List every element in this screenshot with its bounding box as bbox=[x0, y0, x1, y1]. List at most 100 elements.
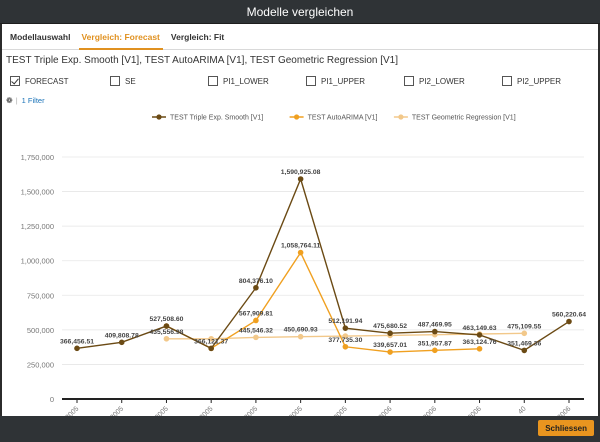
checkbox-pi1-lower-label: PI1_LOWER bbox=[223, 76, 269, 86]
checkbox-pi2-upper[interactable]: PI2_UPPER bbox=[502, 76, 561, 86]
data-label: 377,735.30 bbox=[328, 337, 362, 344]
tab-bar: Modellauswahl Vergleich: Forecast Vergle… bbox=[2, 24, 598, 50]
data-label: 487,469.95 bbox=[418, 322, 452, 329]
data-point bbox=[74, 345, 80, 352]
filter-bar: ❁ | 1 Filter bbox=[6, 96, 45, 105]
data-point bbox=[208, 335, 214, 342]
x-tick-label: 1-2006 bbox=[373, 405, 393, 416]
data-label: 450,690.93 bbox=[284, 327, 318, 334]
checkbox-pi2-upper-label: PI2_UPPER bbox=[517, 76, 562, 86]
data-label: 560,220.64 bbox=[552, 312, 586, 319]
data-point bbox=[432, 347, 438, 354]
checkbox-pi2-lower-box[interactable] bbox=[404, 76, 414, 86]
data-point bbox=[342, 333, 349, 339]
tab-modellauswahl[interactable]: Modellauswahl bbox=[10, 32, 71, 42]
data-label: 1,058,764.11 bbox=[281, 243, 321, 250]
legend-marker bbox=[398, 114, 404, 120]
filter-gear-icon[interactable]: ❁ bbox=[6, 96, 13, 105]
data-label: 804,376.10 bbox=[239, 278, 273, 285]
data-point bbox=[521, 347, 528, 354]
data-point bbox=[118, 339, 125, 346]
data-point bbox=[342, 325, 349, 331]
data-label: 1,590,925.08 bbox=[281, 169, 321, 176]
y-tick-label: 1,250,000 bbox=[21, 222, 54, 231]
checkbox-forecast[interactable]: FORECAST bbox=[10, 76, 69, 86]
data-point bbox=[297, 249, 304, 256]
y-tick-label: 1,750,000 bbox=[21, 153, 54, 162]
y-tick-label: 500,000 bbox=[27, 326, 54, 335]
legend-entry: TEST Geometric Regression [V1] bbox=[412, 115, 516, 122]
x-tick-label: 8-2005 bbox=[150, 405, 170, 416]
x-tick-label: 7-2005 bbox=[105, 405, 125, 416]
checkbox-se[interactable]: SE bbox=[110, 76, 136, 86]
forecast-line-chart: 0 250,000 500,000 750,000 1,000,000 1,250,000… bbox=[21, 114, 586, 416]
series-line bbox=[166, 251, 480, 353]
data-point bbox=[163, 323, 170, 329]
data-label: 475,109.55 bbox=[507, 323, 541, 330]
x-tick-label: 3-2006 bbox=[463, 405, 483, 416]
tab-vergleich-fit[interactable]: Vergleich: Fit bbox=[170, 32, 225, 42]
data-point bbox=[432, 328, 438, 335]
checkbox-pi1-lower-box[interactable] bbox=[208, 76, 218, 86]
y-tick-label: 250,000 bbox=[27, 360, 54, 369]
x-tick-label: 12-2005 bbox=[326, 405, 349, 416]
data-point bbox=[253, 334, 259, 341]
data-point bbox=[387, 330, 393, 337]
data-point bbox=[521, 330, 528, 337]
dialog-titlebar: Modelle vergleichen bbox=[0, 0, 600, 24]
filter-link[interactable]: 1 Filter bbox=[21, 96, 45, 105]
checkbox-forecast-box[interactable] bbox=[10, 76, 20, 86]
data-label: 463,149.63 bbox=[463, 325, 497, 332]
data-label: 363,124.76 bbox=[463, 339, 497, 346]
dialog-footer: Schliessen bbox=[0, 416, 600, 442]
checkbox-pi1-upper[interactable]: PI1_UPPER bbox=[306, 76, 365, 86]
data-label: 351,957.87 bbox=[418, 340, 452, 347]
data-label: 351,469.36 bbox=[507, 340, 541, 347]
x-tick-label: 9-2005 bbox=[194, 405, 214, 416]
data-point bbox=[297, 333, 304, 340]
data-label: 366,456.51 bbox=[60, 338, 94, 345]
x-tick-label: 40 bbox=[517, 405, 528, 416]
data-point bbox=[476, 345, 483, 352]
checkbox-pi1-upper-label: PI1_UPPER bbox=[321, 76, 366, 86]
data-label: 435,556.98 bbox=[149, 329, 183, 336]
x-tick-label: 10-2005 bbox=[236, 405, 259, 416]
dialog-content: Modellauswahl Vergleich: Forecast Vergle… bbox=[2, 24, 598, 416]
y-tick-label: 750,000 bbox=[27, 291, 54, 300]
checkbox-pi1-lower[interactable]: PI1_LOWER bbox=[208, 76, 269, 86]
legend-marker bbox=[294, 114, 300, 120]
filter-separator: | bbox=[15, 96, 18, 105]
data-point bbox=[163, 335, 170, 342]
measure-checkbox-row: FORECAST SE PI1_LOWER PI1_UPPER PI2_LOWE… bbox=[10, 76, 590, 90]
checkbox-pi2-lower[interactable]: PI2_LOWER bbox=[404, 76, 465, 86]
data-point bbox=[387, 349, 393, 355]
x-tick-label: 2-2006 bbox=[418, 405, 438, 416]
checkbox-pi2-lower-label: PI2_LOWER bbox=[419, 76, 465, 86]
checkbox-pi1-upper-box[interactable] bbox=[306, 76, 316, 86]
data-point bbox=[476, 332, 483, 338]
data-label: 512,191.94 bbox=[328, 318, 362, 325]
data-label: 366,121.37 bbox=[194, 338, 228, 345]
y-tick-label: 0 bbox=[50, 395, 54, 404]
checkbox-pi2-upper-box[interactable] bbox=[502, 76, 512, 86]
data-label: 527,508.60 bbox=[149, 316, 183, 323]
checkbox-se-label: SE bbox=[125, 76, 136, 86]
checkbox-se-box[interactable] bbox=[110, 76, 120, 86]
legend-entry: TEST AutoARIMA [V1] bbox=[308, 115, 378, 122]
x-tick-label: 11-2005 bbox=[281, 405, 304, 416]
data-label: 567,909.81 bbox=[239, 310, 273, 317]
legend-marker bbox=[156, 114, 162, 120]
selected-models-title: TEST Triple Exp. Smooth [V1], TEST AutoA… bbox=[6, 55, 399, 66]
data-point bbox=[253, 284, 259, 291]
close-button[interactable]: Schliessen bbox=[538, 420, 594, 436]
checkbox-forecast-label: FORECAST bbox=[25, 76, 69, 86]
data-point bbox=[342, 343, 349, 350]
x-tick-label: 6-2005 bbox=[60, 405, 80, 416]
data-point bbox=[566, 318, 572, 325]
legend-entry: TEST Triple Exp. Smooth [V1] bbox=[170, 115, 263, 122]
data-point bbox=[208, 345, 214, 352]
tab-vergleich-forecast[interactable]: Vergleich: Forecast bbox=[77, 32, 164, 50]
data-label: 339,657.01 bbox=[373, 342, 407, 349]
dialog-title: Modelle vergleichen bbox=[246, 4, 354, 19]
x-tick-label: 5-2006 bbox=[552, 405, 572, 416]
